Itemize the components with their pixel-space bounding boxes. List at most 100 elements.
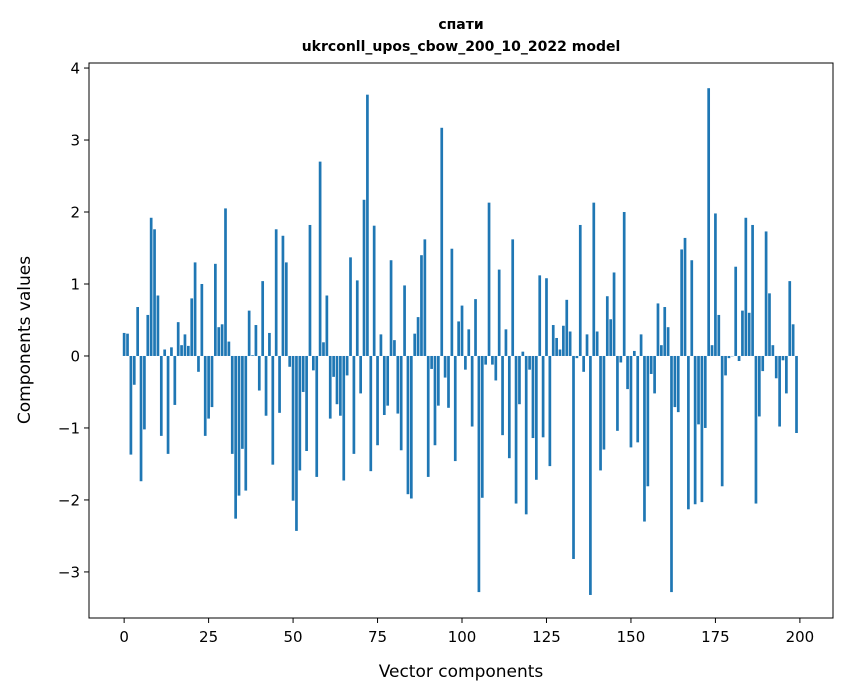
y-tick-label: 3	[70, 132, 80, 150]
bar	[521, 352, 524, 356]
bar	[532, 356, 535, 438]
bar	[653, 356, 656, 393]
bar	[288, 356, 291, 367]
y-tick-label: 0	[70, 347, 80, 365]
bar	[278, 356, 281, 413]
bar	[717, 315, 720, 356]
bar	[650, 356, 653, 374]
x-axis-label: Vector components	[379, 662, 544, 682]
bar	[633, 351, 636, 356]
bar	[305, 356, 308, 451]
bar	[126, 334, 129, 356]
bar	[444, 356, 447, 378]
bar	[579, 225, 582, 356]
bar	[251, 355, 254, 356]
bar	[552, 325, 555, 356]
bar	[755, 356, 758, 504]
bar	[711, 345, 714, 356]
x-tick-label: 75	[368, 628, 387, 646]
bar	[369, 356, 372, 471]
bar	[140, 356, 143, 481]
bar	[136, 307, 139, 356]
bar	[599, 356, 602, 470]
bar	[582, 356, 585, 372]
bar	[261, 281, 264, 356]
bar	[180, 345, 183, 356]
y-tick-label: 2	[70, 204, 80, 222]
bar	[130, 356, 133, 455]
bar	[592, 203, 595, 356]
bar	[241, 356, 244, 449]
bar	[788, 281, 791, 356]
bar	[423, 239, 426, 356]
bar	[221, 324, 224, 356]
bar	[400, 356, 403, 450]
bar	[778, 356, 781, 427]
bar	[407, 356, 410, 494]
bar	[646, 356, 649, 486]
bar	[275, 229, 278, 356]
x-tick-label: 175	[701, 628, 730, 646]
bar	[586, 334, 589, 356]
bar	[589, 356, 592, 595]
bar	[390, 260, 393, 356]
bar	[258, 356, 261, 391]
bar	[724, 356, 727, 375]
bar	[346, 356, 349, 375]
bar	[403, 285, 406, 356]
bar	[630, 356, 633, 447]
bar	[478, 356, 481, 592]
bar	[380, 334, 383, 356]
bar	[572, 356, 575, 559]
bar	[667, 327, 670, 356]
bar	[383, 356, 386, 415]
bar	[474, 299, 477, 356]
bar	[396, 356, 399, 414]
bar	[194, 262, 197, 356]
bar	[167, 356, 170, 454]
bar	[133, 356, 136, 385]
y-tick-label: −3	[58, 563, 80, 581]
bar	[538, 275, 541, 356]
bar	[244, 356, 247, 491]
bar	[373, 226, 376, 356]
bar	[494, 356, 497, 380]
bar	[721, 356, 724, 486]
x-tick-label: 25	[199, 628, 218, 646]
bar	[349, 257, 352, 356]
bar	[211, 356, 214, 407]
bar	[545, 278, 548, 356]
bar	[265, 356, 268, 416]
bar	[464, 356, 467, 370]
bar	[680, 249, 683, 356]
bar	[565, 300, 568, 356]
bar	[150, 218, 153, 356]
bar	[751, 225, 754, 356]
bar	[342, 356, 345, 481]
bar	[332, 356, 335, 377]
bar	[146, 315, 149, 356]
bar	[447, 356, 450, 408]
bar	[772, 345, 775, 356]
bar	[248, 311, 251, 356]
bar	[657, 303, 660, 356]
bar	[238, 356, 241, 496]
bar	[744, 218, 747, 356]
bar	[231, 356, 234, 454]
bar	[701, 356, 704, 502]
bar	[217, 327, 220, 356]
bar	[508, 356, 511, 458]
bar	[768, 293, 771, 356]
bar	[386, 356, 389, 406]
y-tick-label: −1	[58, 419, 80, 437]
bar	[775, 356, 778, 378]
bar	[204, 356, 207, 436]
bar	[758, 356, 761, 416]
bar	[285, 262, 288, 356]
bar	[501, 356, 504, 435]
bar	[792, 324, 795, 356]
bar	[670, 356, 673, 592]
bar	[660, 345, 663, 356]
x-tick-label: 200	[786, 628, 815, 646]
